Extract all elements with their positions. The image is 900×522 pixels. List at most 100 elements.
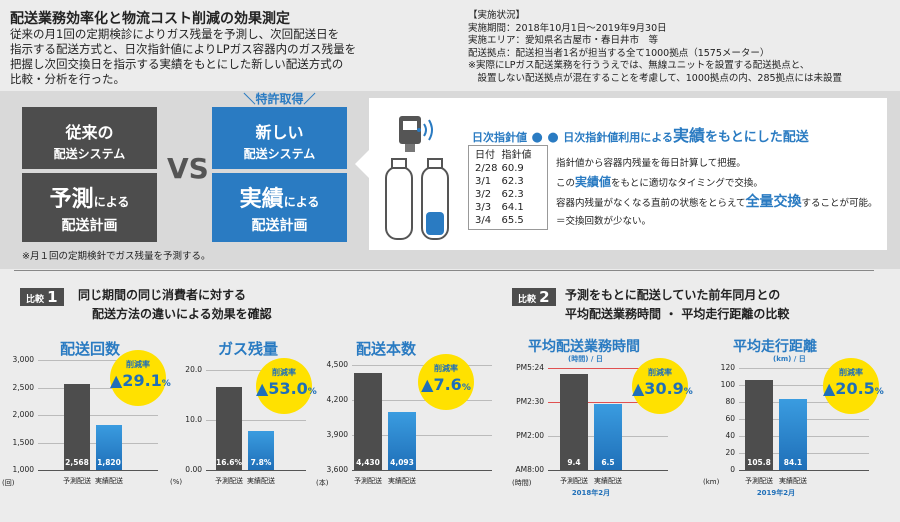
table-header-row: 日付 指針値 — [475, 150, 532, 161]
chart-delivery-count: 配送回数 3,000 2,500 2,000 1,500 1,000 (回) 2,568 予測配… — [0, 330, 180, 520]
chart-title: 平均走行距離 — [733, 339, 817, 355]
reduction-value: ▲30.9% — [632, 379, 693, 398]
reduction-value: ▲29.1% — [110, 371, 171, 390]
y-tick-label: PM5:24 — [516, 363, 544, 372]
bar-predicted: 105.8 — [745, 380, 773, 470]
reduction-percent: % — [461, 383, 471, 393]
panel-description: 指針値から容器内残量を毎日計算して把握。 この実績値をもとに適切なタイミングで交… — [556, 158, 878, 227]
table-row: 2/28 60.9 — [475, 163, 524, 174]
section-divider — [14, 270, 874, 271]
x-tick-label: 実績配送 — [95, 477, 123, 485]
bar-value-label: 4,093 — [390, 457, 414, 467]
chart-title: 配送本数 — [356, 340, 417, 358]
meter-reading-table: 日付 指針値 2/28 60.9 3/1 62.3 3/2 62.3 3/3 64.1 3… — [468, 145, 548, 230]
panel-pointer — [355, 150, 369, 178]
comparison-2-tag: 比較 2 — [512, 288, 556, 306]
bar-value-label: 7.8% — [250, 458, 272, 467]
chart-avg-delivery-time: 平均配送業務時間 (時間) / 日 PM5:24 PM2:30 PM2:00 AM8:00… — [508, 330, 703, 520]
gridline — [739, 368, 869, 369]
x-axis-line — [352, 470, 492, 471]
comparison-1-heading: 同じ期間の同じ消費者に対する 配送方法の違いによる効果を確認 — [78, 288, 272, 321]
reduction-percent: % — [874, 387, 884, 397]
reduction-label: 削減率 — [434, 364, 458, 373]
bar-actual: 6.5 — [594, 403, 622, 470]
x-tick-label: 予測配送 — [63, 477, 91, 485]
y-tick-label: 20.0 — [185, 365, 202, 374]
reduction-value: ▲7.6% — [421, 375, 471, 394]
bar-value-label: 9.4 — [567, 457, 581, 467]
gridline — [548, 368, 668, 369]
axis-unit-label: (回) — [2, 479, 15, 487]
x-tick-label: 予測配送 — [354, 477, 382, 485]
bar-predicted: 16.6% — [216, 387, 242, 470]
gridline — [206, 370, 306, 371]
bar-actual: 4,093 — [388, 412, 416, 470]
gridline — [352, 435, 492, 436]
intro-text: 従来の月1回の定期検診によりガス残量を予測し、次回配送日を 指示する配送方式と、… — [10, 27, 357, 86]
chart-title: ガス残量 — [218, 340, 279, 358]
new-system-box: 新しい 配送システム 実績による 配送計画 — [212, 107, 347, 242]
reduction-badge: 削減率 ▲20.5% — [823, 358, 884, 414]
bar-predicted: 2,568 — [64, 383, 90, 470]
y-tick-label: 0 — [730, 465, 735, 474]
axis-unit-label: (km) — [703, 478, 720, 486]
page-title: 配送業務効率化と物流コスト削減の効果測定 — [10, 11, 290, 27]
y-tick-label: PM2:00 — [516, 431, 544, 440]
reduction-label: 削減率 — [126, 360, 150, 369]
reduction-badge: 削減率 ▲29.1% — [110, 350, 171, 406]
bar-value-label: 1,820 — [97, 457, 121, 467]
gridline — [548, 402, 668, 403]
reduction-badge: 削減率 ▲7.6% — [418, 354, 474, 410]
bar-actual: 84.1 — [779, 398, 807, 470]
y-tick-label: 3,000 — [12, 355, 34, 364]
reduction-label: 削減率 — [272, 368, 296, 377]
reduction-value: ▲53.0% — [256, 379, 317, 398]
gas-cylinders-icon — [385, 116, 449, 240]
reduction-percent: % — [683, 387, 693, 397]
x-tick-label: 予測配送 — [745, 477, 773, 485]
y-tick-label: 20 — [725, 448, 735, 457]
comparison-1-tag: 比較 1 — [20, 288, 64, 306]
chart-caption: 2018年2月 — [571, 489, 611, 497]
gridline — [739, 385, 869, 386]
chart-subtitle: (km) / 日 — [773, 355, 806, 363]
y-tick-label: 60 — [725, 414, 735, 423]
comparison-2-heading: 予測をもとに配送していた前年同月との 平均配送業務時間 ・ 平均走行距離の比較 — [565, 288, 790, 321]
x-tick-label: 実績配送 — [594, 477, 622, 485]
gridline — [38, 415, 158, 416]
legacy-system-box: 従来の 配送システム 予測による 配送計画 — [22, 107, 157, 242]
bar-value-label: 16.6% — [216, 458, 243, 467]
bar-predicted: 4,430 — [354, 373, 382, 470]
y-tick-label: AM8:00 — [515, 465, 544, 474]
chart-subtitle: (時間) / 日 — [568, 355, 603, 363]
axis-unit-label: (時間) — [512, 479, 532, 487]
x-tick-label: 実績配送 — [779, 477, 807, 485]
gridline — [206, 420, 306, 421]
bar-value-label: 105.8 — [747, 457, 771, 467]
bar-actual: 1,820 — [96, 424, 122, 470]
bar-predicted: 9.4 — [560, 374, 588, 470]
gridline — [38, 360, 158, 361]
y-tick-label: PM2:30 — [516, 397, 544, 406]
y-tick-label: 2,000 — [12, 410, 34, 419]
axis-unit-label: (本) — [316, 479, 329, 487]
bar-value-label: 6.5 — [601, 457, 615, 467]
gridline — [38, 387, 158, 389]
y-tick-label: 100 — [720, 380, 735, 389]
reduction-value: ▲20.5% — [823, 379, 884, 398]
bar-value-label: 4,430 — [356, 457, 380, 467]
implementation-status: 【実施状況】 実施期間：2018年10月1日〜2019年9月30日 実施エリア：… — [468, 10, 843, 84]
vs-label: VS — [167, 152, 209, 185]
chart-avg-distance: 平均走行距離 (km) / 日 120 100 80 60 40 20 0 (km) 105.8 予測… — [695, 330, 895, 520]
panel-title: 日次指針値 ● ● 日次指針値利用による実績をもとにした配送 — [472, 126, 809, 145]
y-tick-label: 0.00 — [185, 465, 202, 474]
x-axis-line — [206, 470, 306, 471]
x-axis-line — [548, 470, 668, 471]
gridline — [352, 400, 492, 401]
x-tick-label: 予測配送 — [215, 477, 243, 485]
chart-caption: 2019年2月 — [756, 489, 796, 497]
chart-title: 配送回数 — [60, 340, 121, 358]
reduction-label: 削減率 — [839, 368, 863, 377]
bar-value-label: 2,568 — [65, 457, 89, 467]
chart-gas-remaining: ガス残量 20.0 10.0 0.00 (%) 16.6% 予測配送 7.8% 実績配送 削減率 ▲… — [168, 330, 318, 520]
